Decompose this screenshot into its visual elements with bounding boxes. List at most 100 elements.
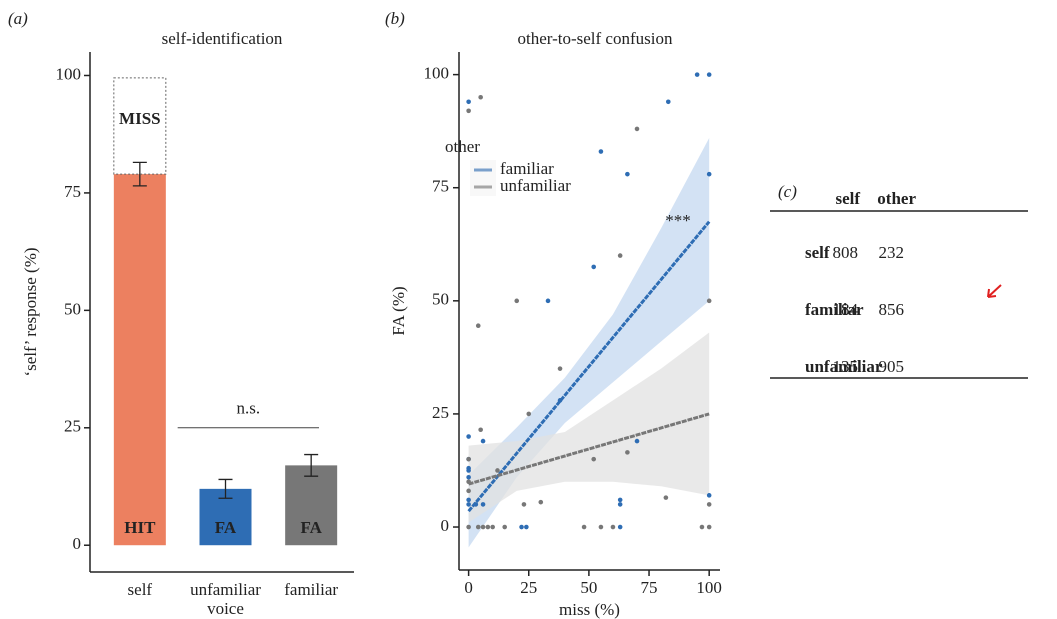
legend-label: familiar xyxy=(500,159,554,178)
y-axis-label: FA (%) xyxy=(389,286,408,335)
cell: 232 xyxy=(879,243,905,262)
point xyxy=(466,524,471,530)
fit-line xyxy=(467,220,711,513)
point xyxy=(581,524,587,530)
point xyxy=(545,298,551,304)
error-bar xyxy=(132,161,147,187)
point xyxy=(706,72,712,77)
y-tick-label: 75 xyxy=(432,177,449,196)
legend-box xyxy=(470,160,496,196)
arrow xyxy=(987,284,1002,298)
y-tick-label: 25 xyxy=(432,403,449,422)
y-tick-label: 75 xyxy=(64,182,81,201)
point xyxy=(694,72,700,77)
bar-label: HIT xyxy=(124,518,156,537)
point xyxy=(475,323,481,329)
y-tick-label: 50 xyxy=(432,290,449,309)
point xyxy=(466,502,471,507)
point xyxy=(526,411,532,417)
x-tick-label: familiar xyxy=(284,580,338,599)
point xyxy=(485,524,491,530)
row-label: self xyxy=(805,243,830,262)
bar-label: FA xyxy=(300,518,322,537)
point xyxy=(478,94,483,100)
x-axis-label: voice xyxy=(207,599,244,618)
point xyxy=(490,524,495,530)
point xyxy=(502,524,508,530)
y-axis-label: ‘self’ response (%) xyxy=(21,247,40,376)
error-bar xyxy=(218,478,233,499)
column-header: self xyxy=(835,189,860,208)
point xyxy=(466,456,471,462)
point xyxy=(665,99,671,105)
point xyxy=(521,502,527,507)
point xyxy=(466,488,471,494)
row-label: familiar xyxy=(805,300,864,319)
cell: 135 xyxy=(833,357,859,376)
point xyxy=(706,171,712,177)
point xyxy=(466,434,471,439)
point xyxy=(466,108,471,114)
x-tick-label: 75 xyxy=(641,578,658,597)
row-label: unfamiliar xyxy=(805,357,883,376)
point xyxy=(617,502,623,507)
panel-label: (a) xyxy=(8,9,28,28)
chart-title: self-identification xyxy=(162,29,283,48)
cell: 856 xyxy=(879,300,905,319)
legend-title: other xyxy=(445,137,480,156)
point xyxy=(598,524,604,530)
point xyxy=(663,495,669,500)
annotation: *** xyxy=(665,211,691,230)
point xyxy=(706,502,712,507)
chart-title: other-to-self confusion xyxy=(518,29,673,48)
point xyxy=(466,99,471,105)
point xyxy=(634,438,640,444)
x-axis-label: miss (%) xyxy=(559,600,620,619)
point xyxy=(466,465,471,471)
point xyxy=(598,149,604,154)
x-tick-label: 100 xyxy=(696,578,722,597)
y-tick-label: 100 xyxy=(56,64,82,83)
bar-label: FA xyxy=(215,518,237,537)
y-tick-label: 50 xyxy=(64,299,81,318)
point xyxy=(557,366,563,371)
point xyxy=(480,438,486,444)
cell: 808 xyxy=(833,243,859,262)
bar xyxy=(285,465,338,546)
point xyxy=(480,524,486,530)
point xyxy=(617,253,623,258)
point xyxy=(519,524,524,530)
x-tick-label: 25 xyxy=(520,578,537,597)
x-tick-label: 50 xyxy=(580,578,597,597)
point xyxy=(625,450,630,455)
column-header: other xyxy=(877,189,916,208)
bar xyxy=(113,174,166,546)
x-tick-label: self xyxy=(128,580,153,599)
point xyxy=(495,468,500,473)
point xyxy=(591,456,597,462)
miss-box xyxy=(113,77,167,175)
y-tick-label: 0 xyxy=(73,534,82,553)
point xyxy=(699,524,705,530)
point xyxy=(634,126,640,132)
point xyxy=(466,497,471,503)
bracket-label: n.s. xyxy=(237,399,261,418)
point xyxy=(617,497,623,503)
point xyxy=(617,524,623,530)
point xyxy=(610,524,616,530)
point xyxy=(475,524,481,530)
y-tick-label: 100 xyxy=(424,64,450,83)
point xyxy=(706,493,712,498)
cell: 184 xyxy=(833,300,859,319)
point xyxy=(480,502,486,507)
point xyxy=(466,474,471,480)
point xyxy=(524,524,529,530)
confidence-band xyxy=(468,332,710,523)
point xyxy=(625,171,630,177)
point xyxy=(514,298,520,304)
y-tick-label: 0 xyxy=(441,516,450,535)
panel-label: (c) xyxy=(778,182,797,201)
panel-label: (b) xyxy=(385,9,405,28)
y-tick-label: 25 xyxy=(64,417,81,436)
